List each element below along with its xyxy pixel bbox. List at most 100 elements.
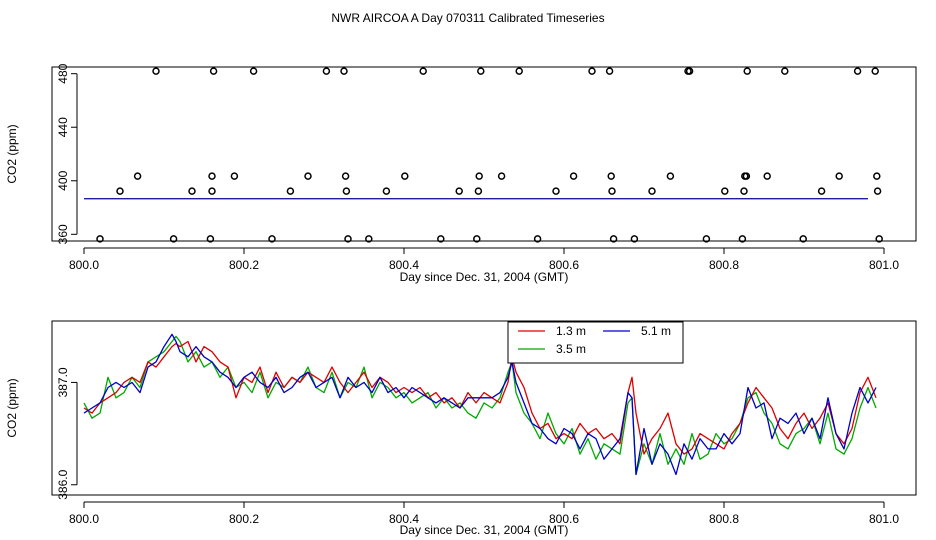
y-tick-label: 400 <box>56 170 70 190</box>
scatter-point <box>437 235 445 243</box>
x-tick-label: 801.0 <box>869 512 899 526</box>
scatter-point <box>382 187 391 195</box>
scatter-point <box>208 187 216 195</box>
scatter-point <box>515 67 523 75</box>
scatter-point <box>871 67 879 75</box>
bottom-data-marks <box>83 333 877 476</box>
bottom-y-axis-label: CO2 (ppm) <box>5 378 19 437</box>
scatter-point <box>875 235 883 243</box>
bottom-axes: 800.0 800.2 800.4 800.6 800.8 801.0 386.0 387.0 <box>56 367 899 526</box>
scatter-point <box>666 172 675 180</box>
scatter-point <box>96 235 104 243</box>
scatter-point <box>781 67 789 75</box>
scatter-point <box>605 67 614 75</box>
x-tick-label: 800.0 <box>69 258 99 272</box>
scatter-point <box>473 235 481 243</box>
bottom-panel: 800.0 800.2 800.4 800.6 800.8 801.0 386.0 387.0… <box>5 320 917 537</box>
series-line-5-1-m <box>83 333 877 476</box>
scatter-point <box>533 235 542 243</box>
y-tick-label: 387.0 <box>56 367 70 397</box>
scatter-point <box>743 67 751 75</box>
scatter-point <box>569 172 578 180</box>
legend-label-1-3m: 1.3 m <box>556 324 586 338</box>
x-tick-label: 800.4 <box>389 258 419 272</box>
scatter-point <box>497 172 506 180</box>
x-tick-label: 800.6 <box>549 512 579 526</box>
legend-label-3-5m: 3.5 m <box>556 342 586 356</box>
x-tick-label: 800.8 <box>709 512 739 526</box>
top-panel: 800.0 800.2 800.4 800.6 800.8 801.0 360 400 440 4… <box>5 63 917 284</box>
x-tick-label: 800.2 <box>229 512 259 526</box>
scatter-point <box>763 172 771 180</box>
scatter-point <box>552 187 560 195</box>
scatter-point <box>322 67 331 75</box>
x-tick-label: 800.8 <box>709 258 739 272</box>
x-tick-label: 800.2 <box>229 258 259 272</box>
scatter-point <box>152 67 160 75</box>
scatter-point <box>341 172 350 180</box>
scatter-point <box>853 67 862 75</box>
scatter-point <box>286 187 295 195</box>
scatter-point <box>304 172 312 180</box>
scatter-point <box>702 235 711 243</box>
scatter-point <box>401 172 409 180</box>
legend: 1.3 m 3.5 m 5.1 m <box>507 321 684 364</box>
scatter-point <box>230 172 239 180</box>
series-line-3-5-m <box>83 335 877 476</box>
top-data-marks <box>84 67 883 243</box>
x-tick-label: 800.4 <box>389 512 419 526</box>
scatter-point <box>342 187 351 195</box>
legend-label-5-1m: 5.1 m <box>641 324 671 338</box>
scatter-point <box>607 172 615 180</box>
scatter-point <box>742 172 751 180</box>
scatter-point <box>116 187 124 195</box>
bottom-plot-frame <box>51 320 917 496</box>
scatter-point <box>268 235 276 243</box>
y-tick-label: 480 <box>56 63 70 83</box>
top-axes: 800.0 800.2 800.4 800.6 800.8 801.0 360 400 440 4… <box>56 63 899 272</box>
scatter-point <box>419 67 427 75</box>
scatter-point <box>206 235 215 243</box>
x-tick-label: 800.6 <box>549 258 579 272</box>
scatter-point <box>169 235 178 243</box>
scatter-point <box>835 172 843 180</box>
scatter-point <box>474 187 483 195</box>
y-tick-label: 360 <box>56 224 70 244</box>
scatter-point <box>365 235 373 243</box>
scatter-point <box>455 187 463 195</box>
scatter-point <box>648 187 656 195</box>
scatter-point <box>685 67 694 75</box>
y-tick-label: 386.0 <box>56 469 70 499</box>
scatter-point <box>609 235 618 243</box>
scatter-point <box>344 235 352 243</box>
top-plot-frame <box>51 66 917 242</box>
scatter-point <box>209 67 218 75</box>
series-line-1-3-m <box>83 340 877 455</box>
scatter-point <box>873 172 881 180</box>
top-y-axis-label: CO2 (ppm) <box>5 124 19 183</box>
scatter-point <box>208 172 216 180</box>
scatter-point <box>721 187 729 195</box>
scatter-point <box>477 67 485 75</box>
scatter-point <box>630 235 639 243</box>
x-tick-label: 801.0 <box>869 258 899 272</box>
y-tick-label: 440 <box>56 117 70 137</box>
scatter-point <box>588 67 596 75</box>
scatter-point <box>608 187 616 195</box>
scatter-point <box>738 235 747 243</box>
x-tick-label: 800.0 <box>69 512 99 526</box>
scatter-point <box>133 172 142 180</box>
scatter-point <box>475 172 483 180</box>
top-x-axis-label: Day since Dec. 31, 2004 (GMT) <box>400 270 569 284</box>
scatter-point <box>799 235 807 243</box>
scatter-point <box>873 187 882 195</box>
legend-box <box>507 321 684 364</box>
scatter-point <box>249 67 258 75</box>
figure-title: NWR AIRCOA A Day 070311 Calibrated Times… <box>331 11 604 25</box>
scatter-point <box>340 67 348 75</box>
bottom-x-axis-label: Day since Dec. 31, 2004 (GMT) <box>400 523 569 537</box>
scatter-point <box>740 187 748 195</box>
scatter-point <box>188 187 196 195</box>
scatter-point <box>817 187 826 195</box>
